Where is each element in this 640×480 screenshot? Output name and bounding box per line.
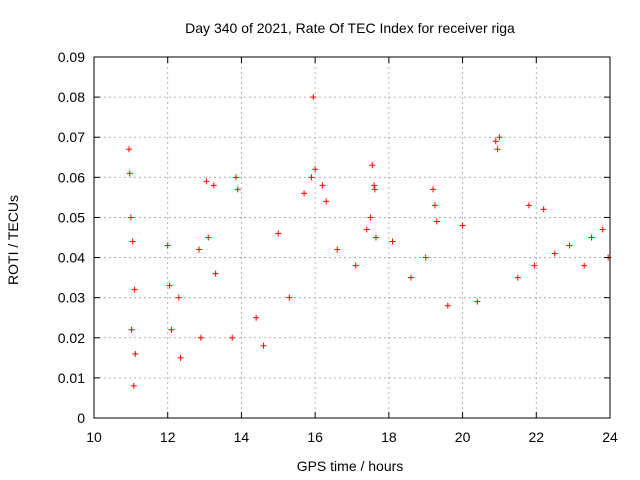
data-point	[525, 202, 532, 209]
y-tick-label: 0.02	[58, 330, 85, 346]
data-point	[301, 190, 308, 197]
y-axis-label: ROTI / TECUs	[5, 195, 21, 285]
data-point	[514, 274, 521, 281]
data-point	[177, 354, 184, 361]
x-tick-label: 18	[381, 429, 397, 445]
x-tick-label: 24	[602, 429, 618, 445]
data-point	[372, 234, 379, 241]
data-point	[371, 186, 378, 193]
data-point	[371, 182, 378, 189]
data-point	[352, 262, 359, 269]
y-tick-label: 0.07	[58, 129, 85, 145]
y-tick-label: 0.01	[58, 370, 85, 386]
data-point	[308, 174, 315, 181]
data-points	[126, 94, 612, 389]
data-point	[459, 222, 466, 229]
data-point	[203, 178, 210, 185]
data-point	[196, 246, 203, 253]
x-tick-labels: 10 12 14 16 18 20 22 24	[86, 429, 618, 445]
data-point	[422, 254, 429, 261]
data-point	[531, 262, 538, 269]
x-tick-label: 20	[455, 429, 471, 445]
data-point	[275, 230, 282, 237]
data-point	[323, 198, 330, 205]
data-point	[581, 262, 588, 269]
data-point	[229, 334, 236, 341]
data-point	[369, 162, 376, 169]
y-tick-labels: 0 0.01 0.02 0.03 0.04 0.05 0.06 0.07 0.08 0.09	[58, 49, 85, 426]
data-point	[168, 326, 175, 333]
data-point	[407, 274, 414, 281]
data-point	[474, 298, 481, 305]
data-point	[389, 238, 396, 245]
data-point	[444, 302, 451, 309]
data-point	[210, 182, 217, 189]
y-tick-label: 0.06	[58, 169, 85, 185]
data-point	[128, 326, 135, 333]
data-point	[433, 218, 440, 225]
y-tick-label: 0.03	[58, 290, 85, 306]
data-point	[588, 234, 595, 241]
y-tick-label: 0	[77, 410, 85, 426]
data-point	[126, 146, 133, 153]
axis-ticks	[93, 56, 611, 419]
data-point	[131, 286, 138, 293]
x-axis-label: GPS time / hours	[297, 458, 404, 474]
data-point	[129, 238, 136, 245]
y-tick-label: 0.05	[58, 209, 85, 225]
data-point	[164, 242, 171, 249]
y-tick-label: 0.09	[58, 49, 85, 65]
data-point	[551, 250, 558, 257]
data-point	[132, 350, 139, 357]
x-tick-label: 14	[234, 429, 250, 445]
data-point	[319, 182, 326, 189]
data-point	[310, 94, 317, 101]
data-point	[212, 270, 219, 277]
data-point	[496, 134, 503, 141]
data-point	[494, 146, 501, 153]
data-point	[566, 242, 573, 249]
data-point	[234, 186, 241, 193]
data-point	[540, 206, 547, 213]
data-point	[175, 294, 182, 301]
data-point	[197, 334, 204, 341]
y-tick-label: 0.08	[58, 89, 85, 105]
chart-title: Day 340 of 2021, Rate Of TEC Index for r…	[185, 20, 515, 36]
data-point	[430, 186, 437, 193]
data-point	[599, 226, 606, 233]
data-point	[312, 166, 319, 173]
data-point	[367, 214, 374, 221]
x-tick-label: 12	[160, 429, 176, 445]
data-point	[286, 294, 293, 301]
data-point	[431, 202, 438, 209]
data-point	[253, 314, 260, 321]
plot-frame	[93, 56, 611, 419]
x-tick-label: 16	[307, 429, 323, 445]
data-point	[127, 214, 134, 221]
data-point	[126, 170, 133, 177]
data-point	[260, 342, 267, 349]
x-tick-label: 22	[528, 429, 544, 445]
data-point	[334, 246, 341, 253]
data-point	[205, 234, 212, 241]
data-point	[232, 174, 239, 181]
grid-lines	[94, 57, 610, 418]
x-tick-label: 10	[86, 429, 102, 445]
data-point	[166, 282, 173, 289]
data-point	[492, 138, 499, 145]
data-point	[130, 382, 137, 389]
data-point	[363, 226, 370, 233]
y-tick-label: 0.04	[58, 250, 85, 266]
